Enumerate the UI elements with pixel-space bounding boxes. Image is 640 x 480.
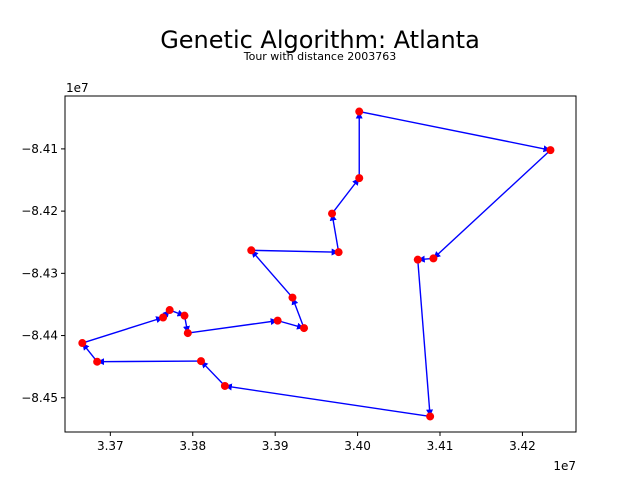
city-point [196, 357, 205, 366]
chart-subtitle: Tour with distance 2003763 [243, 50, 397, 63]
city-point [429, 254, 438, 263]
tour-edge [331, 177, 360, 215]
tour-edge [224, 383, 431, 418]
city-point [159, 313, 168, 322]
tour-edge [329, 213, 340, 253]
city-point [180, 311, 189, 320]
x-tick-label: 3.38 [179, 439, 206, 453]
tour-edge [291, 297, 305, 329]
city-point [273, 316, 282, 325]
tour-edge [251, 248, 339, 256]
tour-edge [82, 316, 164, 344]
y-axis: −8.41 −8.42 −8.43 −8.44 −8.45 [21, 142, 65, 405]
y-offset-label: 1e7 [66, 81, 89, 95]
city-point [413, 255, 422, 264]
x-tick-label: 3.42 [509, 439, 536, 453]
city-point [78, 339, 87, 348]
tour-edge [187, 318, 278, 334]
city-point [247, 246, 256, 255]
y-tick-label: −8.41 [21, 142, 58, 156]
y-tick-label: −8.44 [21, 329, 58, 343]
city-point [183, 329, 192, 338]
tour-edge [359, 110, 551, 153]
tour-points [78, 107, 555, 421]
city-point [426, 412, 435, 421]
tour-edge [250, 249, 294, 299]
x-offset-label: 1e7 [553, 459, 576, 473]
chart-title: Genetic Algorithm: Atlanta [160, 26, 480, 54]
y-tick-label: −8.43 [21, 266, 58, 280]
city-point [300, 324, 309, 333]
city-point [93, 357, 102, 366]
city-point [355, 174, 364, 183]
city-point [334, 248, 343, 257]
tour-edge [97, 358, 201, 366]
tour-edge [200, 360, 226, 387]
tour-edge [417, 259, 434, 417]
x-tick-label: 3.39 [262, 439, 289, 453]
tour-edge [277, 319, 305, 330]
x-axis: 3.37 3.38 3.39 3.40 3.41 3.42 [97, 432, 536, 453]
city-point [546, 146, 555, 155]
city-point [165, 306, 174, 315]
tour-edges [81, 110, 551, 418]
y-tick-label: −8.42 [21, 204, 58, 218]
plot-area [64, 95, 577, 433]
x-tick-label: 3.41 [427, 439, 454, 453]
city-point [355, 107, 364, 116]
city-point [288, 293, 297, 302]
city-point [220, 381, 229, 390]
city-point [328, 209, 337, 218]
y-tick-label: −8.45 [21, 391, 58, 405]
x-tick-label: 3.37 [97, 439, 124, 453]
x-tick-label: 3.40 [344, 439, 371, 453]
tour-edge [432, 149, 551, 259]
